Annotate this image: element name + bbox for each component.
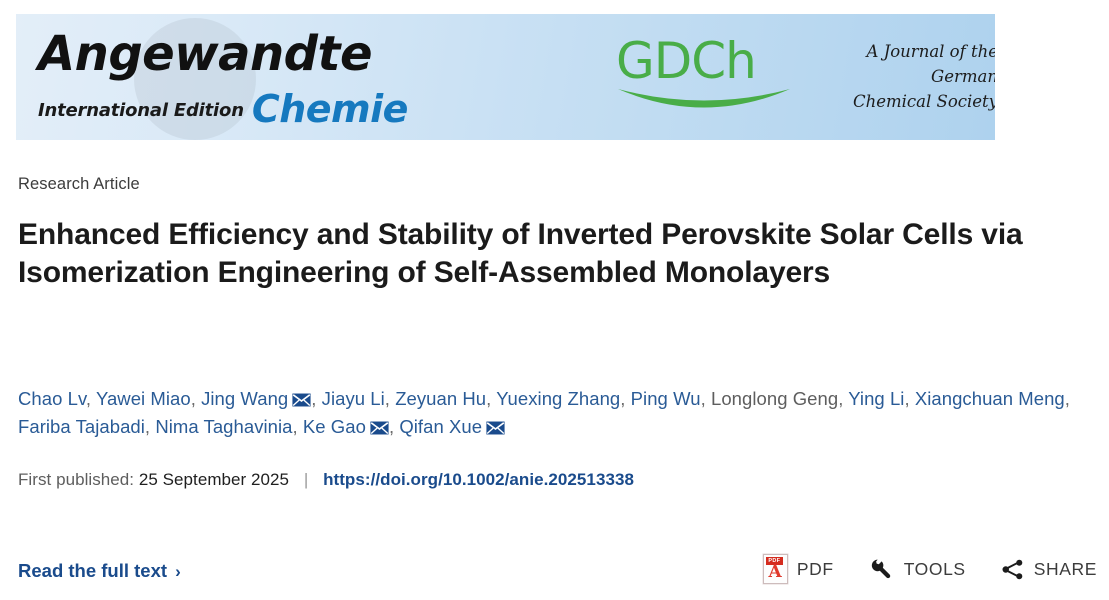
journal-name-main: Angewandte (38, 26, 372, 82)
author-link[interactable]: Xiangchuan Meng (914, 388, 1065, 409)
first-published-date: 25 September 2025 (138, 470, 290, 489)
author-separator: , (838, 388, 849, 409)
author-link[interactable]: Jiayu Li (321, 388, 385, 409)
read-full-text-label: Read the full text (18, 560, 168, 581)
publication-meta: First published: 25 September 2025 | htt… (18, 470, 634, 490)
society-line-2: German (931, 66, 995, 86)
author-link[interactable]: Jing Wang (201, 388, 289, 409)
author-link[interactable]: Ping Wu (630, 388, 701, 409)
envelope-icon[interactable] (292, 393, 311, 407)
author-separator: , (311, 388, 322, 409)
share-icon (1002, 559, 1022, 579)
chevron-right-icon: › (175, 562, 181, 581)
gdch-logo: GDCh (616, 36, 796, 126)
author-link[interactable]: Qifan Xue (399, 416, 483, 438)
author-link[interactable]: Zeyuan Hu (395, 388, 487, 409)
angewandte-logo: Angewandte International Edition Chemie (38, 26, 408, 128)
author-separator: , (620, 388, 631, 409)
envelope-icon[interactable] (370, 421, 389, 435)
author-separator: , (384, 388, 396, 409)
journal-name-subrow: International Edition Chemie (38, 84, 408, 128)
pdf-label: PDF (796, 558, 834, 579)
author-link: Longlong Geng (711, 388, 839, 409)
wrench-icon (871, 559, 890, 578)
author-separator: , (700, 388, 711, 409)
author-separator: , (190, 388, 202, 409)
author-list: Chao Lv, Yawei Miao, Jing Wang, Jiayu Li… (18, 385, 1080, 441)
pdf-button[interactable]: PDF A PDF (762, 554, 834, 584)
doi-link[interactable]: https://doi.org/10.1002/anie.202513338 (323, 470, 634, 489)
page-title: Enhanced Efficiency and Stability of Inv… (18, 218, 1023, 289)
author-link[interactable]: Yawei Miao (95, 388, 191, 409)
share-button[interactable]: SHARE (1000, 557, 1097, 582)
pdf-icon-glyph: A (768, 562, 783, 582)
author-separator: , (486, 388, 497, 409)
author-link[interactable]: Yuexing Zhang (496, 388, 621, 409)
author-separator: , (144, 416, 156, 438)
author-separator: , (292, 416, 303, 438)
journal-edition-label: International Edition (38, 100, 244, 121)
gdch-logo-text: GDCh (616, 32, 757, 90)
first-published-label: First published: (18, 470, 135, 489)
article-action-toolbar: PDF A PDF TOOLS SHARE (762, 554, 1097, 584)
share-label: SHARE (1033, 558, 1097, 579)
corresponding-author-mail[interactable] (482, 416, 505, 437)
corresponding-author-mail[interactable] (288, 388, 311, 409)
author-link[interactable]: Nima Taghavinia (155, 416, 293, 438)
author-link[interactable]: Ying Li (848, 388, 905, 409)
meta-separator: | (303, 470, 309, 489)
author-separator: , (904, 388, 915, 409)
author-separator: , (1064, 388, 1070, 409)
society-line-3: Chemical Society (852, 91, 995, 111)
author-separator: , (85, 388, 96, 409)
author-link[interactable]: Ke Gao (302, 416, 366, 438)
author-link[interactable]: Chao Lv (18, 388, 86, 409)
gdch-swoosh-icon (618, 89, 790, 108)
society-line-1: A Journal of the (866, 42, 995, 61)
journal-name-chemie: Chemie (251, 87, 409, 131)
tools-label: TOOLS (903, 558, 966, 579)
author-link[interactable]: Fariba Tajabadi (18, 416, 145, 438)
read-full-text-link[interactable]: Read the full text › (18, 560, 181, 582)
banner-decorative-circle (134, 18, 256, 140)
society-caption: A Journal of the German Chemical Society (818, 40, 995, 114)
pdf-icon: PDF A (762, 554, 788, 584)
article-type-label: Research Article (18, 175, 140, 193)
tools-button[interactable]: TOOLS (868, 556, 966, 583)
envelope-icon[interactable] (486, 421, 505, 435)
author-separator: , (388, 416, 400, 438)
journal-banner: Angewandte International Edition Chemie G… (16, 14, 995, 140)
corresponding-author-mail[interactable] (366, 416, 389, 437)
pdf-icon-badge: PDF (765, 557, 783, 565)
